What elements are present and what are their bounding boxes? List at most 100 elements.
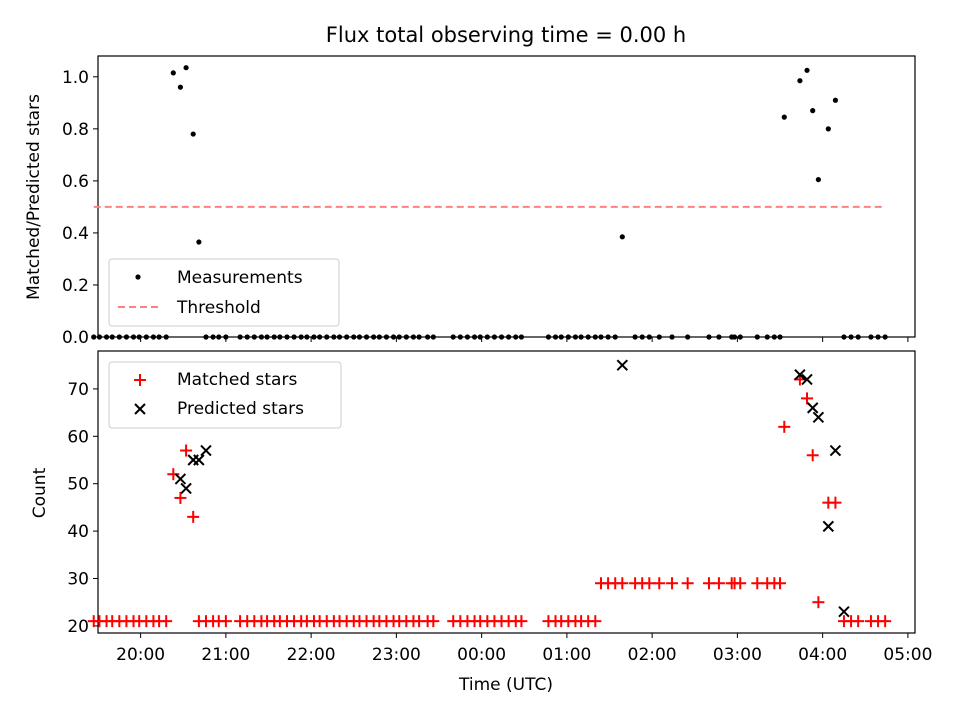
measurement-point xyxy=(196,239,202,245)
measurement-point xyxy=(103,334,110,340)
measurement-point xyxy=(258,334,264,340)
measurement-point xyxy=(190,131,196,137)
measurement-point xyxy=(403,334,409,340)
x-tick-label: 01:00 xyxy=(542,645,591,665)
measurement-point xyxy=(464,334,471,340)
matched-star-point xyxy=(829,496,842,509)
bottom-y-tick-label: 20 xyxy=(67,617,89,637)
measurement-point xyxy=(484,334,490,340)
measurement-point xyxy=(136,334,142,340)
measurement-point xyxy=(592,334,598,340)
measurement-point xyxy=(271,334,277,340)
measurement-point xyxy=(572,334,579,340)
measurement-point xyxy=(216,334,222,340)
measurement-point xyxy=(284,334,290,340)
measurement-point xyxy=(471,334,478,340)
measurement-point xyxy=(612,334,618,340)
bottom-y-tick-label: 40 xyxy=(67,522,89,542)
measurement-point xyxy=(552,334,559,340)
predicted-star-point xyxy=(193,454,205,466)
legend-predicted-marker xyxy=(134,403,146,415)
measurement-point xyxy=(336,334,343,340)
measurement-point xyxy=(716,334,722,340)
predicted-star-point xyxy=(794,368,806,381)
top-legend-box xyxy=(108,258,340,327)
measurement-point xyxy=(848,334,854,340)
bottom-panel: 20 30 40 50 60 70 20:00 21:00 22:00 23:00 00:00 01… xyxy=(30,350,932,695)
measurement-point xyxy=(498,334,505,340)
bottom-y-ticks: 20 30 40 50 60 70 xyxy=(67,380,98,637)
bottom-y-tick-label: 70 xyxy=(67,380,89,400)
measurement-point xyxy=(331,334,337,340)
measurement-point xyxy=(646,334,652,340)
measurement-point xyxy=(781,114,787,120)
measurement-point xyxy=(430,334,436,340)
legend-measurements-label: Measurements xyxy=(177,268,303,288)
top-panel: 0.0 0.2 0.4 0.6 0.8 1.0 Matched/Predicted sta… xyxy=(24,55,916,348)
measurement-point xyxy=(150,334,157,340)
measurement-point xyxy=(311,334,317,340)
measurement-point xyxy=(356,334,363,340)
measurement-point xyxy=(390,334,397,340)
measurement-point xyxy=(96,334,103,340)
measurement-point xyxy=(324,334,330,340)
measurement-point xyxy=(351,334,357,340)
measurement-point xyxy=(304,334,310,340)
measurement-point xyxy=(882,334,888,340)
x-tick-label: 00:00 xyxy=(457,645,506,665)
matched-star-point xyxy=(879,615,892,628)
measurement-point xyxy=(156,334,162,340)
predicted-star-point xyxy=(180,482,192,495)
x-tick-label: 20:00 xyxy=(116,645,165,665)
legend-measurements-marker xyxy=(135,274,141,280)
measurement-point xyxy=(632,334,638,340)
matched-star-point xyxy=(160,615,173,628)
top-legend: Measurements Threshold xyxy=(108,258,340,327)
matched-star-point xyxy=(806,449,819,462)
measurement-point xyxy=(298,334,304,340)
matched-star-point xyxy=(187,510,200,523)
measurement-point xyxy=(777,334,783,340)
measurement-point xyxy=(425,334,431,340)
measurement-point xyxy=(764,334,770,340)
measurement-point xyxy=(317,334,323,340)
measurement-point xyxy=(685,334,691,340)
measurement-point xyxy=(578,334,584,340)
predicted-star-point xyxy=(616,359,629,371)
measurement-point xyxy=(477,334,483,340)
measurement-point xyxy=(669,334,675,340)
measurement-point xyxy=(237,334,243,340)
measurement-point xyxy=(585,334,591,340)
measurement-point xyxy=(513,334,519,340)
measurement-point xyxy=(825,126,831,132)
matched-star-point xyxy=(427,615,440,628)
bottom-axes-frame xyxy=(97,350,916,634)
measurement-point xyxy=(832,97,839,103)
matched-star-point xyxy=(778,420,791,433)
chart-title: Flux total observing time = 0.00 h xyxy=(326,23,686,47)
measurement-point xyxy=(163,334,169,340)
measurement-point xyxy=(558,334,564,340)
measurement-points xyxy=(91,65,888,340)
measurement-point xyxy=(815,176,821,183)
top-y-tick-label: 0.4 xyxy=(62,224,89,244)
measurement-point xyxy=(264,334,270,340)
measurement-point xyxy=(598,334,604,340)
predicted-star-point xyxy=(200,444,212,457)
measurement-point xyxy=(130,334,137,340)
matched-star-point xyxy=(653,577,666,590)
matched-star-point xyxy=(712,577,725,590)
measurement-point xyxy=(518,334,525,340)
x-tick-label: 22:00 xyxy=(287,645,336,665)
measurement-point xyxy=(143,334,149,340)
legend-predicted-label: Predicted stars xyxy=(177,399,304,419)
measurement-point xyxy=(183,65,189,71)
top-y-tick-label: 0.8 xyxy=(62,120,89,140)
matched-star-point xyxy=(852,615,865,628)
predicted-star-point xyxy=(174,473,187,485)
measurement-point xyxy=(371,334,377,340)
measurement-point xyxy=(565,334,571,340)
legend-matched-label: Matched stars xyxy=(177,370,297,390)
measurement-point xyxy=(841,334,847,340)
